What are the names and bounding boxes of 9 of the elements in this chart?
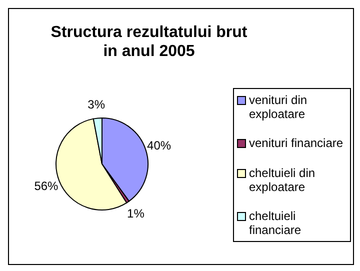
- chart-title: Structura rezultatului brut in anul 2005: [50, 23, 248, 61]
- data-label: 56%: [34, 179, 59, 194]
- legend-label: cheltuieli financiare: [249, 208, 302, 237]
- legend-label: venituri financiare: [249, 136, 344, 150]
- data-label: 1%: [127, 206, 145, 221]
- data-label: 3%: [88, 97, 106, 112]
- data-label: 40%: [147, 138, 172, 152]
- legend-label: venituri din exploatare: [249, 93, 308, 121]
- legend-label: cheltuieli din exploatare: [249, 166, 316, 194]
